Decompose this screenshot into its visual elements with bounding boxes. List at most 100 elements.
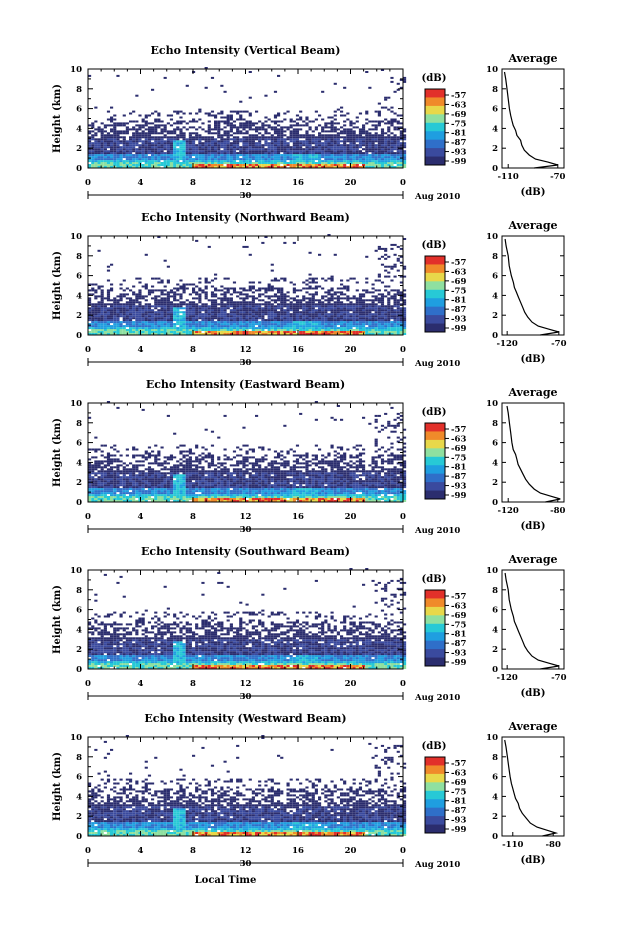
heatmap-cell bbox=[138, 136, 142, 139]
heatmap-cell bbox=[295, 150, 300, 153]
heatmap-cell bbox=[267, 317, 271, 320]
heatmap-cell bbox=[393, 253, 397, 256]
heatmap-cell bbox=[358, 142, 363, 145]
heatmap-cell bbox=[399, 323, 403, 326]
heatmap-cell bbox=[125, 321, 129, 324]
heatmap-cell bbox=[198, 164, 202, 166]
heatmap-cell bbox=[371, 162, 375, 164]
heatmap-cell bbox=[377, 311, 381, 314]
heatmap-cell bbox=[144, 327, 148, 330]
heatmap-cell bbox=[333, 114, 337, 117]
heatmap-cell bbox=[318, 156, 322, 159]
heatmap-cell bbox=[236, 130, 240, 133]
heatmap-cell bbox=[349, 154, 353, 157]
heatmap-cell bbox=[333, 321, 337, 324]
heatmap-cell bbox=[132, 331, 136, 333]
heatmap-cell bbox=[179, 150, 183, 153]
heatmap-cell bbox=[377, 160, 381, 163]
average-frame bbox=[501, 235, 565, 336]
heatmap-cell bbox=[365, 321, 369, 324]
heatmap-cell bbox=[198, 148, 202, 151]
heatmap-cell bbox=[214, 124, 218, 127]
heatmap-cell bbox=[384, 158, 388, 161]
heatmap-cell bbox=[264, 120, 268, 123]
heatmap-cell bbox=[169, 309, 174, 312]
heatmap-cell bbox=[308, 333, 312, 335]
heatmap-cell bbox=[198, 498, 202, 500]
heatmap-cell bbox=[201, 494, 205, 497]
heatmap-cell bbox=[333, 142, 337, 145]
heatmap-cell bbox=[270, 333, 274, 335]
heatmap-cell bbox=[270, 498, 274, 500]
heatmap-cell bbox=[106, 162, 111, 164]
heatmap-cell bbox=[100, 309, 104, 312]
heatmap-cell bbox=[365, 333, 369, 335]
heatmap-cell bbox=[176, 128, 180, 131]
heatmap-cell bbox=[100, 293, 104, 296]
colorbar-tick-label: -63 bbox=[451, 267, 466, 277]
heatmap-cell bbox=[100, 492, 104, 495]
heatmap-cell bbox=[365, 160, 369, 163]
heatmap-cell bbox=[91, 315, 95, 318]
heatmap-cell bbox=[384, 154, 388, 157]
heatmap-cell bbox=[214, 277, 218, 280]
heatmap-cell bbox=[299, 148, 303, 151]
heatmap-cell bbox=[355, 134, 359, 137]
heatmap-cell bbox=[151, 333, 155, 335]
heatmap-cell bbox=[157, 281, 161, 284]
heatmap-cell bbox=[179, 285, 183, 288]
heatmap-cell bbox=[380, 305, 385, 308]
heatmap-cell bbox=[295, 327, 300, 330]
heatmap-cell bbox=[380, 498, 385, 500]
heatmap-cell bbox=[324, 166, 328, 168]
heatmap-cell bbox=[403, 498, 407, 500]
heatmap-cell bbox=[387, 317, 391, 320]
heatmap-cell bbox=[223, 303, 227, 306]
heatmap-cell bbox=[321, 323, 325, 326]
heatmap-cell bbox=[302, 295, 306, 298]
heatmap-cell bbox=[333, 152, 337, 155]
heatmap-cell bbox=[343, 303, 347, 306]
heatmap-cell bbox=[311, 307, 315, 310]
heatmap-cell bbox=[116, 142, 120, 145]
heatmap-cell bbox=[280, 329, 284, 331]
heatmap-cell bbox=[270, 144, 274, 147]
heatmap-cell bbox=[232, 496, 237, 498]
heatmap-cell bbox=[371, 136, 375, 139]
heatmap-cell bbox=[346, 162, 350, 164]
heatmap-cell bbox=[308, 285, 312, 288]
heatmap-cell bbox=[173, 110, 177, 113]
heatmap-cell bbox=[147, 130, 152, 133]
heatmap-cell bbox=[393, 297, 397, 300]
heatmap-cell bbox=[374, 305, 378, 308]
heatmap-cell bbox=[258, 317, 262, 320]
heatmap-cell bbox=[188, 154, 192, 157]
heatmap-cell bbox=[138, 315, 142, 318]
heatmap-cell bbox=[236, 291, 240, 294]
heatmap-cell bbox=[311, 496, 315, 498]
heatmap-cell bbox=[232, 140, 237, 143]
heatmap-cell bbox=[321, 150, 325, 153]
heatmap-cell bbox=[314, 496, 318, 498]
heatmap-cell bbox=[403, 152, 407, 155]
heatmap-cell bbox=[311, 281, 315, 284]
heatmap-cell bbox=[176, 313, 180, 316]
heatmap-cell bbox=[251, 299, 255, 302]
heatmap-cell bbox=[103, 166, 107, 168]
heatmap-cell bbox=[299, 333, 303, 335]
heatmap-cell bbox=[226, 114, 230, 117]
heatmap-cell bbox=[166, 500, 170, 502]
y-tick-label: 8 bbox=[76, 252, 82, 262]
heatmap-cell bbox=[330, 319, 334, 322]
heatmap-cell bbox=[147, 321, 152, 324]
heatmap-cell bbox=[198, 126, 202, 129]
heatmap-cell bbox=[245, 301, 249, 304]
heatmap-cell bbox=[154, 325, 158, 328]
heatmap-cell bbox=[135, 277, 139, 280]
heatmap-cell bbox=[88, 331, 92, 333]
heatmap-cell bbox=[251, 309, 255, 312]
heatmap-cell bbox=[204, 160, 208, 163]
heatmap-cell bbox=[321, 317, 325, 320]
heatmap-cell bbox=[207, 152, 211, 155]
heatmap-cell bbox=[242, 289, 246, 292]
